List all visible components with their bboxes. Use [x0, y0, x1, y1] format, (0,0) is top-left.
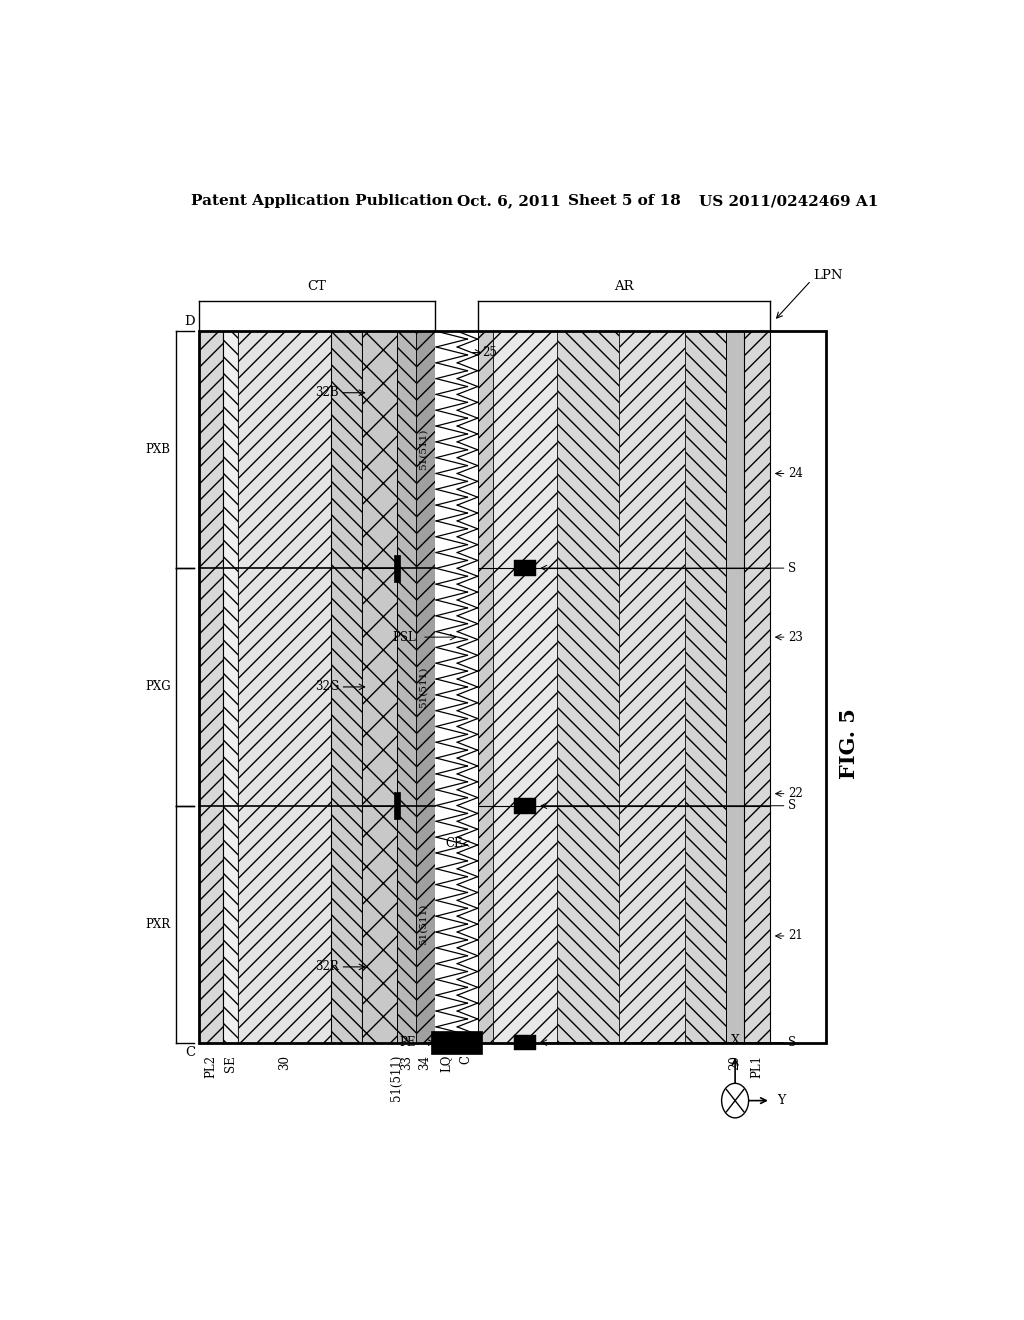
Bar: [434, 331, 478, 1043]
Bar: [685, 331, 726, 1043]
Bar: [362, 805, 397, 1043]
Bar: [743, 331, 770, 1043]
Bar: [493, 331, 557, 1043]
Text: S: S: [788, 1036, 797, 1049]
Bar: [416, 331, 434, 1043]
Text: 24: 24: [788, 467, 803, 480]
Text: PXB: PXB: [145, 444, 171, 457]
Text: Sheet 5 of 18: Sheet 5 of 18: [568, 194, 681, 209]
Text: 51(511): 51(511): [419, 667, 428, 708]
Bar: [223, 331, 239, 1043]
Text: CE: CE: [445, 837, 463, 850]
Bar: [431, 1031, 481, 1055]
Bar: [239, 331, 331, 1043]
Text: 51(511): 51(511): [419, 903, 428, 945]
Bar: [478, 331, 493, 1043]
Text: Patent Application Publication: Patent Application Publication: [191, 194, 454, 209]
Text: PL1: PL1: [751, 1055, 763, 1078]
Text: CT: CT: [307, 280, 327, 293]
Text: C: C: [185, 1045, 195, 1059]
Bar: [513, 1035, 537, 1051]
Bar: [362, 568, 397, 805]
Bar: [200, 331, 223, 1043]
Text: 51(511): 51(511): [419, 429, 428, 470]
Bar: [394, 792, 400, 820]
Bar: [362, 331, 397, 568]
Bar: [200, 331, 826, 1043]
Text: 51(511): 51(511): [390, 1055, 403, 1101]
Text: 30: 30: [279, 1055, 291, 1071]
Bar: [397, 331, 416, 1043]
Circle shape: [722, 1084, 749, 1118]
Bar: [331, 331, 362, 1043]
Text: LPN: LPN: [814, 269, 843, 281]
Text: PL2: PL2: [205, 1055, 218, 1078]
Text: LQ: LQ: [439, 1055, 452, 1072]
Text: 21: 21: [788, 929, 803, 942]
Text: US 2011/0242469 A1: US 2011/0242469 A1: [699, 194, 879, 209]
Text: Oct. 6, 2011: Oct. 6, 2011: [458, 194, 561, 209]
Text: 34: 34: [419, 1055, 432, 1071]
Text: C: C: [460, 1055, 472, 1064]
Text: 22: 22: [788, 787, 803, 800]
Text: 20: 20: [728, 1055, 741, 1069]
Text: 25: 25: [482, 346, 498, 359]
Text: D: D: [184, 315, 196, 329]
Text: 33: 33: [399, 1055, 413, 1071]
Text: S: S: [788, 799, 797, 812]
Text: 32R: 32R: [315, 961, 339, 973]
Text: S: S: [788, 561, 797, 574]
Text: 32B: 32B: [315, 387, 339, 399]
Bar: [620, 331, 685, 1043]
Bar: [726, 331, 743, 1043]
Text: FIG. 5: FIG. 5: [840, 709, 859, 779]
Text: 32G: 32G: [315, 680, 339, 693]
Bar: [513, 560, 537, 576]
Text: SE: SE: [224, 1055, 238, 1072]
Bar: [394, 554, 400, 582]
Text: PXR: PXR: [145, 917, 171, 931]
Text: Y: Y: [777, 1094, 785, 1107]
Bar: [513, 797, 537, 813]
Text: AR: AR: [614, 280, 634, 293]
Text: PE: PE: [399, 1036, 416, 1049]
Text: PSL: PSL: [392, 631, 416, 644]
Text: 23: 23: [788, 631, 803, 644]
Text: X: X: [731, 1034, 739, 1047]
Bar: [557, 331, 620, 1043]
Text: PXG: PXG: [145, 680, 171, 693]
